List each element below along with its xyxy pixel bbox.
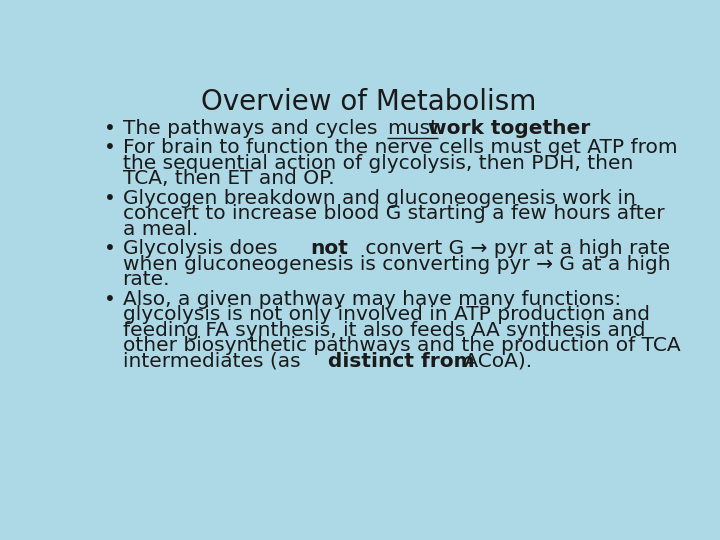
Text: TCA, then ET and OP.: TCA, then ET and OP. bbox=[122, 169, 334, 188]
Text: For brain to function the nerve cells must get ATP from: For brain to function the nerve cells mu… bbox=[122, 138, 678, 158]
Text: glycolysis is not only involved in ATP production and: glycolysis is not only involved in ATP p… bbox=[122, 306, 649, 325]
Text: •: • bbox=[104, 189, 116, 208]
Text: Also, a given pathway may have many functions:: Also, a given pathway may have many func… bbox=[122, 290, 621, 309]
Text: •: • bbox=[104, 240, 116, 259]
Text: •: • bbox=[104, 290, 116, 309]
Text: a meal.: a meal. bbox=[122, 220, 198, 239]
Text: Glycolysis does: Glycolysis does bbox=[122, 240, 284, 259]
Text: .: . bbox=[547, 119, 554, 138]
Text: work together: work together bbox=[428, 119, 590, 138]
Text: The pathways and cycles: The pathways and cycles bbox=[122, 119, 384, 138]
Text: convert G → pyr at a high rate: convert G → pyr at a high rate bbox=[359, 240, 670, 259]
Text: rate.: rate. bbox=[122, 271, 170, 289]
Text: distinct from: distinct from bbox=[328, 352, 474, 370]
Text: intermediates (as: intermediates (as bbox=[122, 352, 307, 370]
Text: •: • bbox=[104, 138, 116, 158]
Text: Glycogen breakdown and gluconeogenesis work in: Glycogen breakdown and gluconeogenesis w… bbox=[122, 189, 636, 208]
Text: must: must bbox=[387, 119, 438, 138]
Text: other biosynthetic pathways and the production of TCA: other biosynthetic pathways and the prod… bbox=[122, 336, 680, 355]
Text: not: not bbox=[310, 240, 348, 259]
Text: •: • bbox=[104, 119, 116, 138]
Text: concert to increase blood G starting a few hours after: concert to increase blood G starting a f… bbox=[122, 204, 664, 224]
Text: Overview of Metabolism: Overview of Metabolism bbox=[202, 88, 536, 116]
Text: when gluconeogenesis is converting pyr → G at a high: when gluconeogenesis is converting pyr →… bbox=[122, 255, 670, 274]
Text: the sequential action of glycolysis, then PDH, then: the sequential action of glycolysis, the… bbox=[122, 154, 633, 173]
Text: feeding FA synthesis, it also feeds AA synthesis and: feeding FA synthesis, it also feeds AA s… bbox=[122, 321, 645, 340]
Text: ACoA).: ACoA). bbox=[457, 352, 531, 370]
